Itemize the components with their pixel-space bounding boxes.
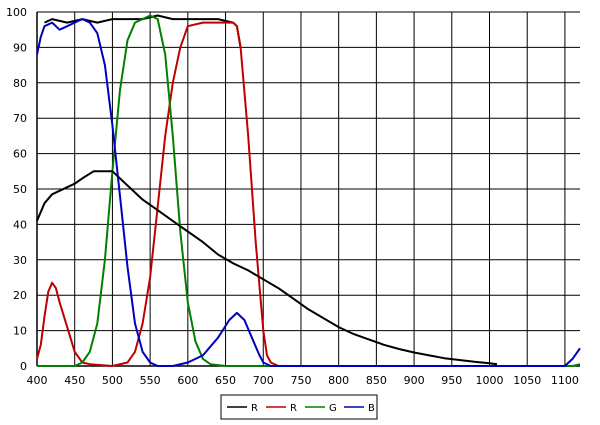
- x-tick-label: 800: [328, 374, 349, 387]
- series-line-r-0: [44, 14, 242, 48]
- x-tick-label: 400: [27, 374, 48, 387]
- y-tick-label: 100: [6, 6, 27, 19]
- y-tick-label: 30: [13, 254, 27, 267]
- x-tick-label: 900: [404, 374, 425, 387]
- legend-label: R: [251, 403, 258, 414]
- y-tick-label: 0: [20, 360, 27, 373]
- series-line-b-3: [36, 18, 581, 367]
- y-tick-label: 40: [13, 218, 27, 231]
- series-layer: [36, 14, 581, 367]
- x-tick-label: 1000: [476, 374, 504, 387]
- x-tick-label: 850: [366, 374, 387, 387]
- y-tick-label: 10: [13, 325, 27, 338]
- y-tick-label: 20: [13, 289, 27, 302]
- series-line-r-1: [36, 21, 279, 367]
- x-tick-label: 1050: [513, 374, 541, 387]
- y-tick-label: 80: [13, 77, 27, 90]
- x-tick-label: 950: [441, 374, 462, 387]
- y-tick-label: 90: [13, 41, 27, 54]
- grid: [36, 11, 580, 367]
- legend-label: B: [368, 403, 375, 414]
- y-tick-label: 50: [13, 183, 27, 196]
- y-tick-labels: 0 10 20 30 40 50 60 70 80 90 100: [6, 6, 27, 373]
- x-tick-label: 700: [253, 374, 274, 387]
- x-tick-label: 450: [64, 374, 85, 387]
- x-tick-labels: 400 450 500 550 600 650 700 750 800 850 900 950 1000…: [27, 374, 579, 387]
- y-tick-label: 70: [13, 112, 27, 125]
- y-tick-label: 60: [13, 148, 27, 161]
- legend-label: R: [290, 403, 297, 414]
- x-tick-label: 1100: [551, 374, 579, 387]
- legend-label: G: [329, 403, 337, 414]
- series-line-unlabeled-4: [36, 170, 498, 366]
- x-tick-label: 650: [215, 374, 236, 387]
- x-tick-label: 550: [140, 374, 161, 387]
- x-tick-label: 600: [177, 374, 198, 387]
- x-tick-label: 750: [290, 374, 311, 387]
- x-tick-label: 500: [102, 374, 123, 387]
- series-line-g-2: [37, 14, 581, 367]
